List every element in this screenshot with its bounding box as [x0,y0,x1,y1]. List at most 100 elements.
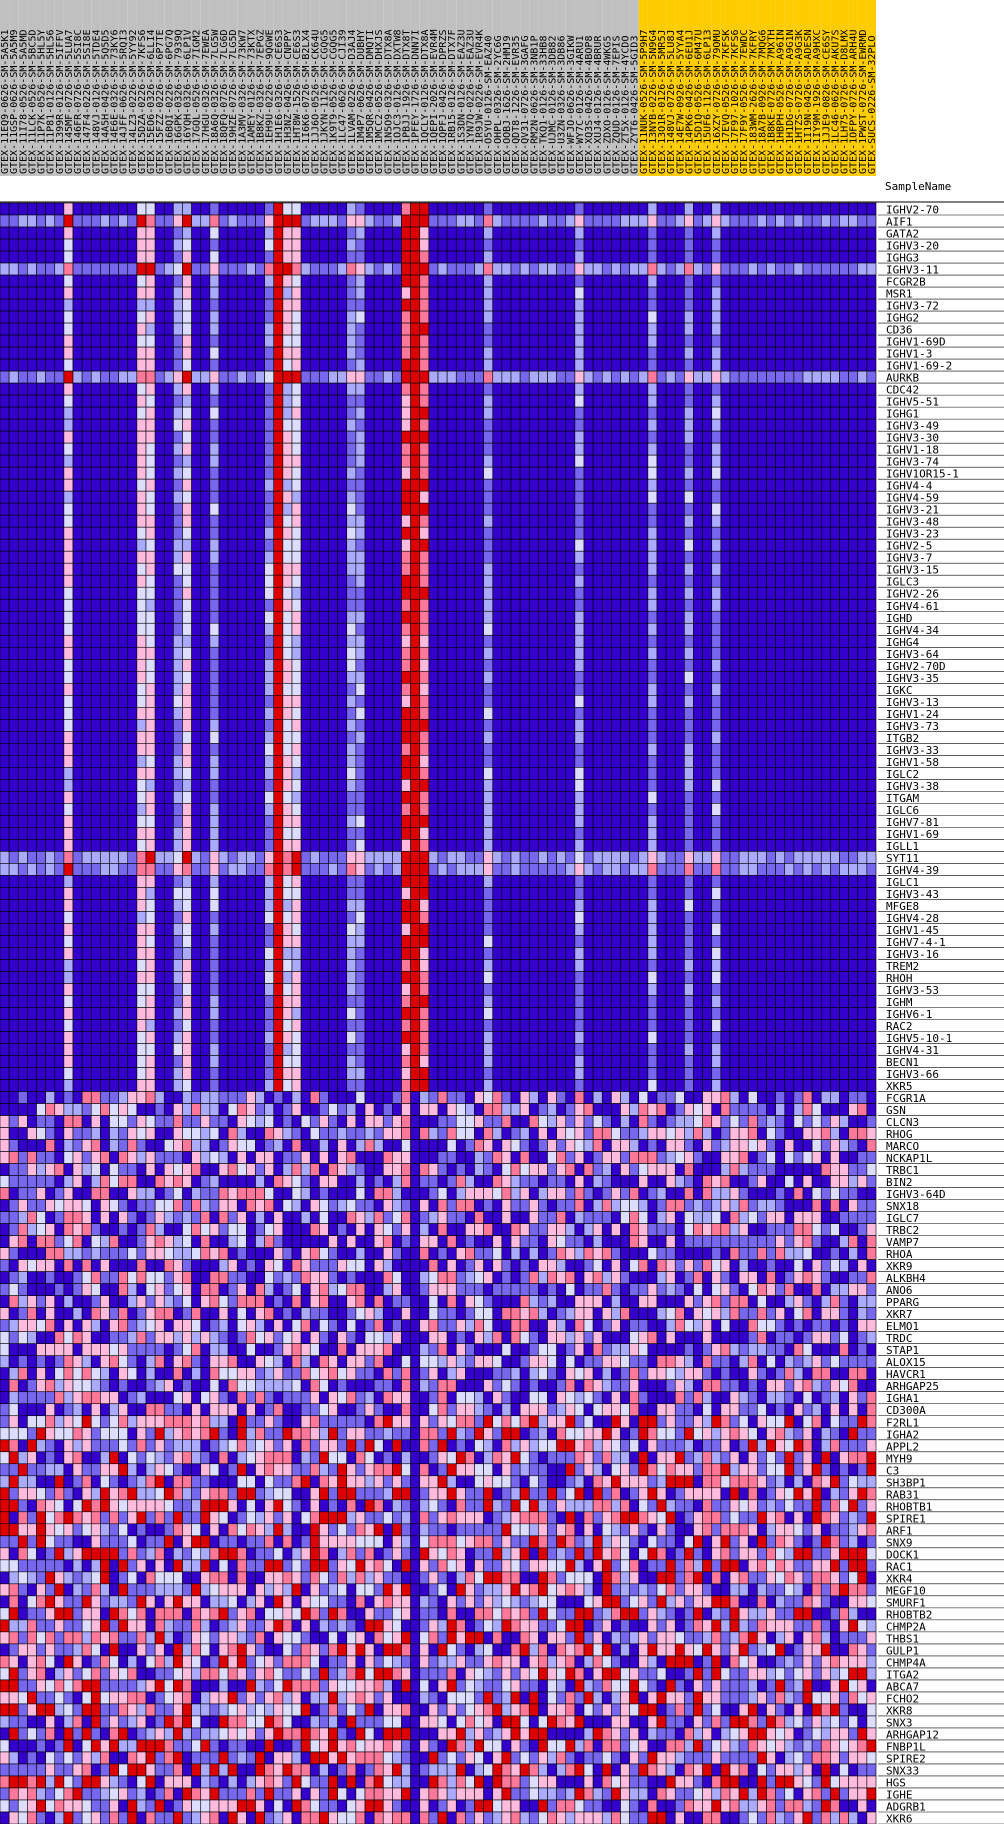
heatmap-cell [17,310,28,324]
heatmap-cell [793,755,804,768]
heatmap-cell [501,538,512,552]
heatmap-cell [738,562,749,576]
column-label: GTEX-14JFF-0626-SM-5RQI3 [119,30,130,175]
heatmap-cell [647,695,658,708]
heatmap-cell [866,670,877,684]
heatmap-cell [328,731,338,744]
heatmap-cell [17,514,28,528]
heatmap-cell [528,382,539,396]
heatmap-cell [273,478,284,492]
heatmap-cell [556,274,567,288]
heatmap-cell [793,298,804,312]
heatmap-cell [802,574,813,588]
heatmap-cell [36,550,46,564]
heatmap-cell [54,695,65,708]
heatmap-cell [693,334,703,348]
heatmap-cell [720,286,731,300]
heatmap-cell [775,598,786,612]
heatmap-cell [784,430,795,444]
heatmap-cell [839,622,849,636]
heatmap-cell [319,574,329,588]
heatmap-cell [519,262,530,276]
heatmap-cell [592,634,603,648]
heatmap-cell [209,358,220,372]
heatmap-cell [118,670,129,684]
heatmap-cell [474,646,484,660]
column-header-cell [428,0,438,176]
heatmap-cell [163,682,174,696]
heatmap-cell [647,622,658,636]
heatmap-cell [565,262,576,276]
heatmap-cell [163,598,174,612]
heatmap-cell [656,406,667,420]
heatmap-cell [711,478,722,492]
heatmap-cell [592,394,603,408]
heatmap-cell [300,767,311,780]
heatmap-cell [848,226,859,240]
heatmap-cell [401,406,411,420]
heatmap-cell [592,767,603,780]
heatmap-cell [729,743,740,756]
column-header-cell [410,0,420,176]
heatmap-cell [0,695,10,708]
heatmap-cell [273,202,284,216]
heatmap-cell [647,406,658,420]
heatmap-cell [36,658,46,672]
heatmap-cell [693,526,703,540]
heatmap-cell [583,767,594,780]
heatmap-cell [382,767,393,780]
heatmap-cell [519,370,530,384]
heatmap-cell [866,574,877,588]
heatmap-cell [328,406,338,420]
heatmap-cell [182,514,192,528]
heatmap-cell [574,454,585,468]
heatmap-cell [118,574,129,588]
heatmap-cell [839,478,849,492]
heatmap-cell [857,346,868,360]
heatmap-cell [63,466,74,480]
heatmap-cell [620,442,630,456]
heatmap-cell [355,695,366,708]
heatmap-cell [81,731,92,744]
heatmap-cell [647,731,658,744]
heatmap-cell [109,430,119,444]
heatmap-cell [866,430,877,444]
heatmap-cell [483,214,494,228]
heatmap-cell [419,238,430,252]
heatmap-cell [784,466,795,480]
heatmap-cell [492,262,503,276]
heatmap-cell [145,262,156,276]
heatmap-cell [300,707,311,720]
heatmap-cell [364,502,375,516]
heatmap-cell [401,695,411,708]
heatmap-cell [455,658,466,672]
heatmap-cell [209,622,220,636]
heatmap-cell [656,298,667,312]
heatmap-cell [747,695,758,708]
heatmap-cell [428,442,439,456]
heatmap-cell [729,274,740,288]
column-label: GTEX-16BQI-0226-SM-6PG7Q [164,30,175,175]
heatmap-cell [747,502,758,516]
heatmap-cell [45,646,56,660]
heatmap-cell [802,743,813,756]
heatmap-cell [684,238,694,252]
heatmap-cell [291,358,302,372]
heatmap-cell [373,719,384,732]
heatmap-cell [300,214,311,228]
heatmap-cell [127,779,138,792]
heatmap-cell [17,646,28,660]
heatmap-cell [236,406,247,420]
heatmap-cell [45,346,56,360]
heatmap-cell [656,274,667,288]
heatmap-cell [173,214,183,228]
heatmap-cell [793,274,804,288]
heatmap-cell [328,719,338,732]
heatmap-cell [556,586,567,600]
heatmap-cell [209,550,220,564]
heatmap-cell [218,634,229,648]
heatmap-cell [711,670,722,684]
heatmap-cell [72,274,83,288]
heatmap-cell [720,550,731,564]
heatmap-cell [291,646,302,660]
